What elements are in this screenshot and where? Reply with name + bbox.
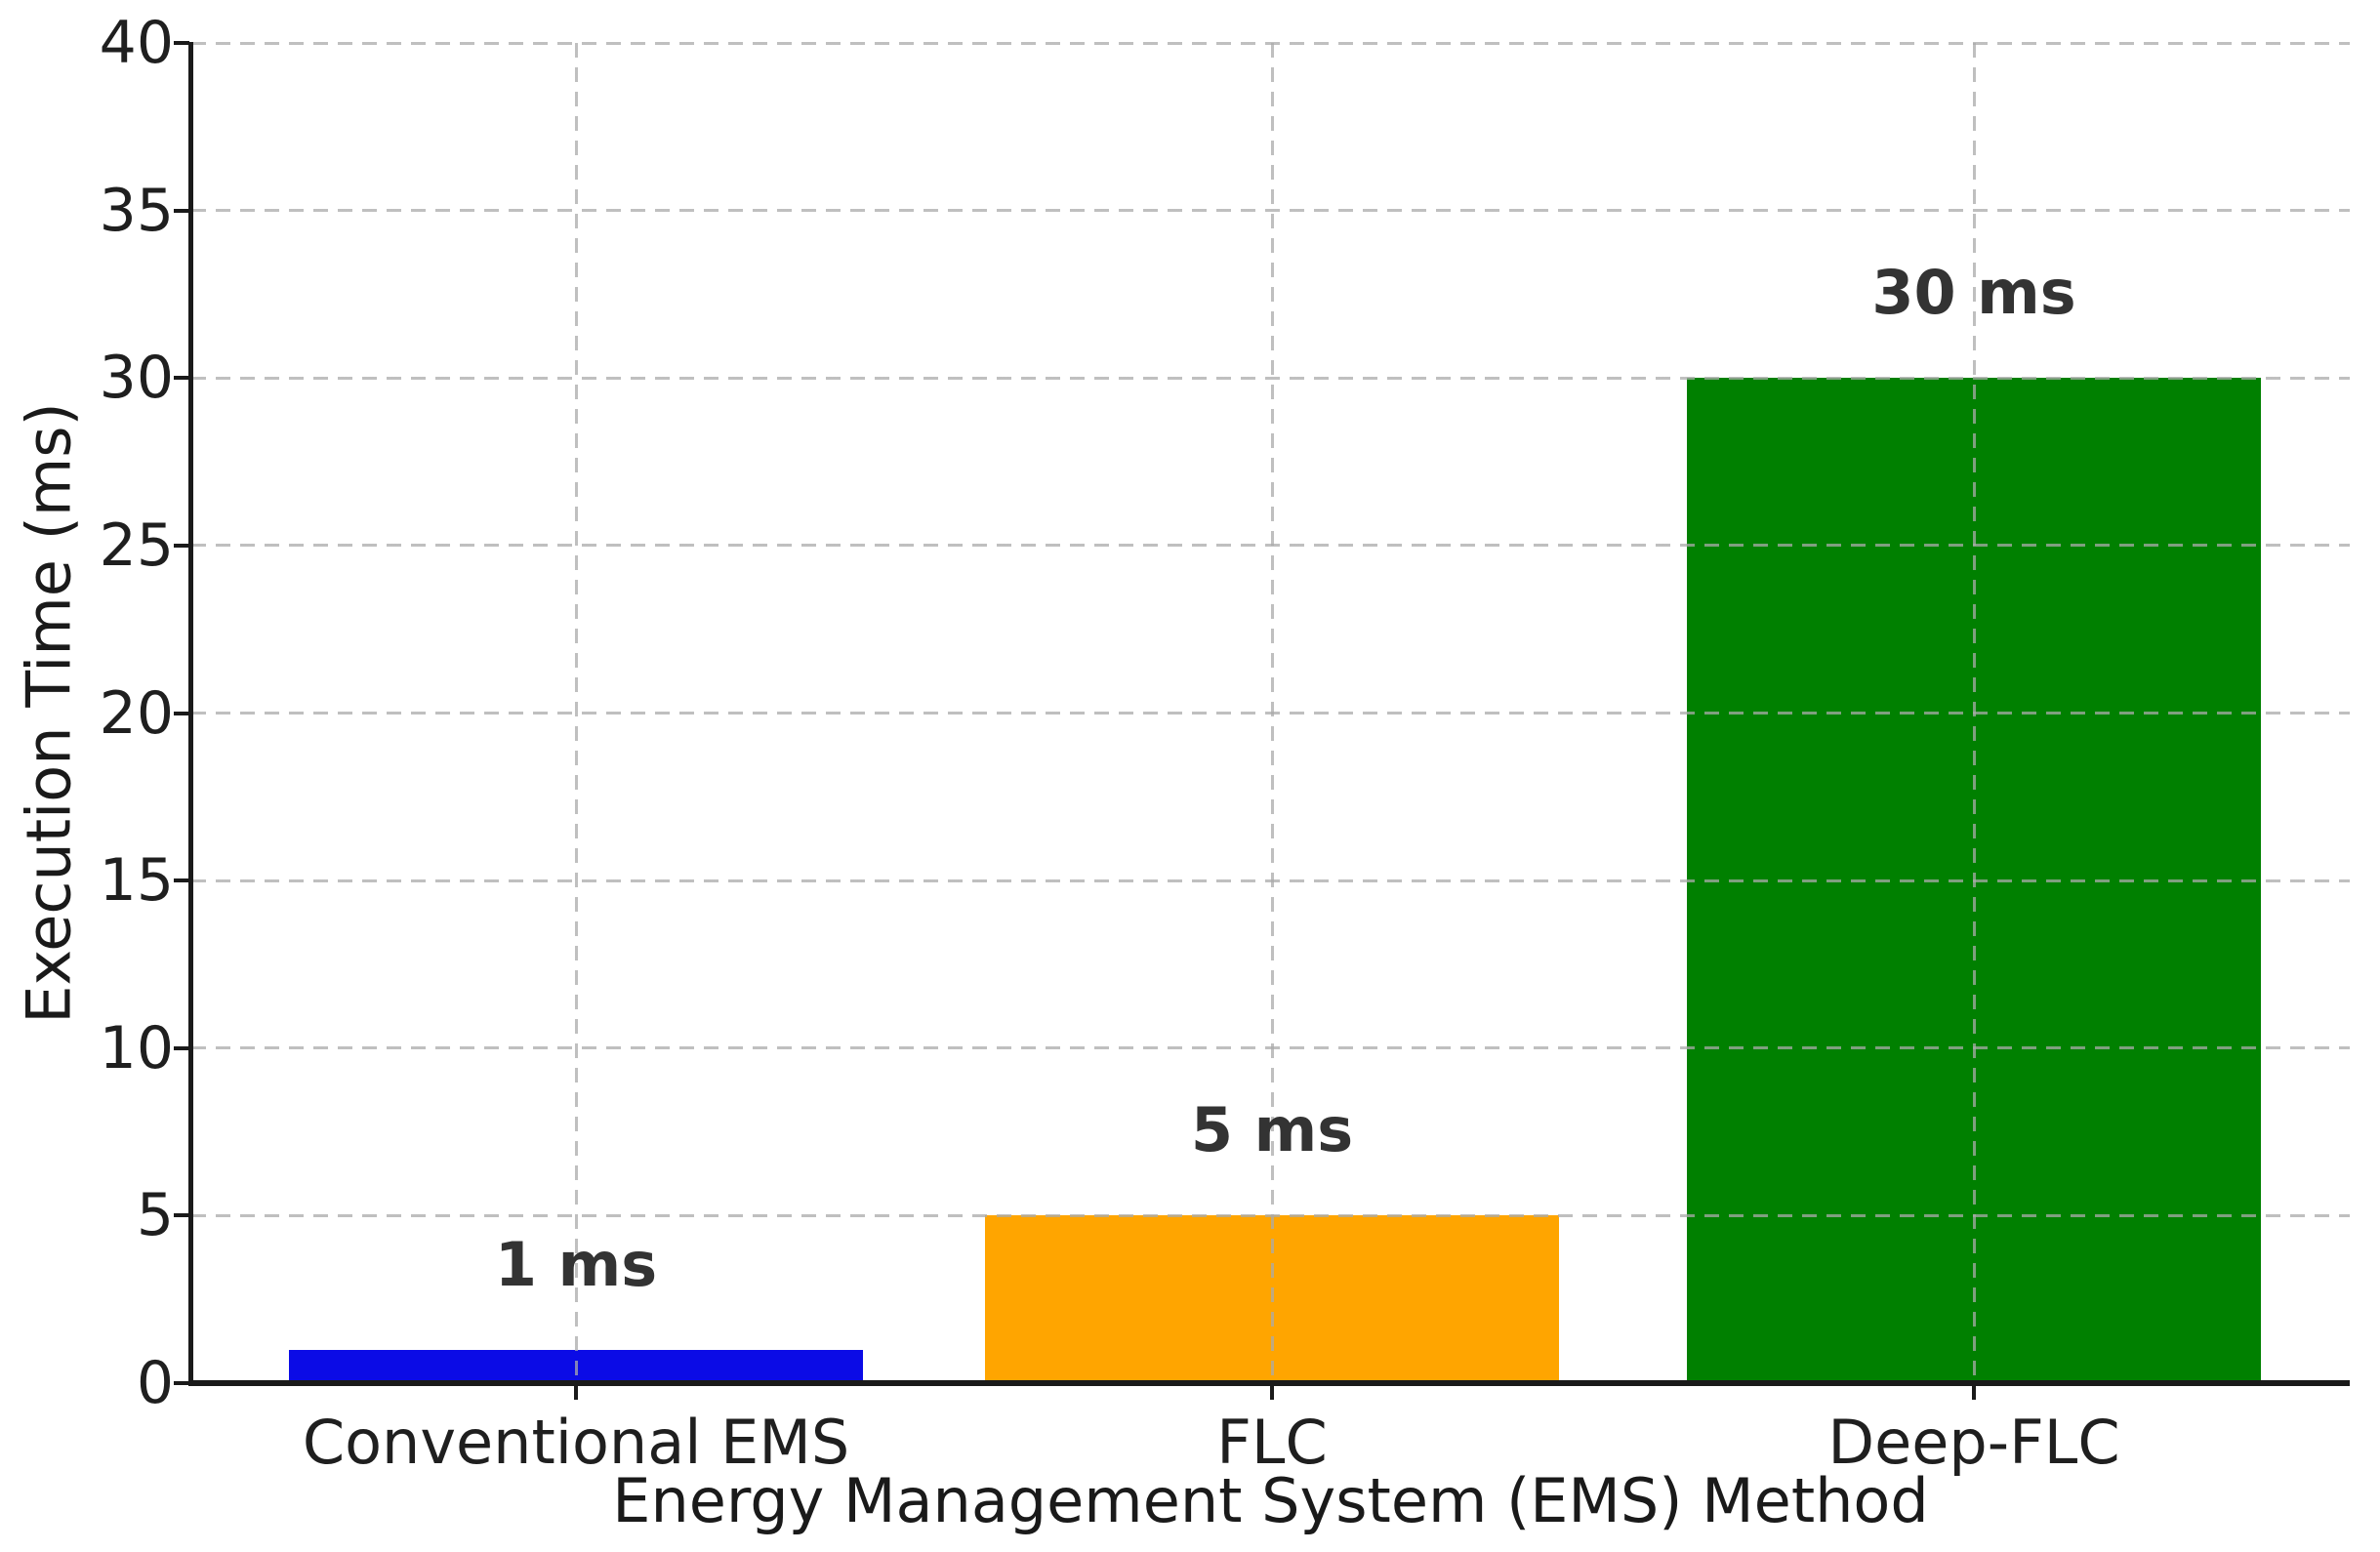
gridline-vertical (1972, 43, 1976, 1383)
y-tick-mark (174, 878, 189, 883)
x-tick-label: FLC (1216, 1407, 1328, 1478)
y-axis-title: Execution Time (ms) (13, 402, 85, 1024)
y-tick-label: 30 (99, 344, 174, 413)
y-axis-line (188, 42, 193, 1386)
y-tick-label: 10 (99, 1013, 174, 1082)
bar-value-label: 5 ms (1190, 1094, 1354, 1166)
x-tick-label: Deep-FLC (1827, 1407, 2120, 1478)
y-tick-label: 20 (99, 678, 174, 748)
y-tick-label: 0 (136, 1349, 174, 1417)
y-axis-title-wrap: Execution Time (ms) (8, 43, 90, 1383)
y-tick-mark (174, 41, 189, 45)
y-tick-label: 15 (99, 846, 174, 916)
x-tick-mark (1270, 1386, 1274, 1400)
bar-value-label: 30 ms (1871, 257, 2076, 329)
x-axis-title: Energy Management System (EMS) Method (612, 1465, 1929, 1536)
y-tick-label: 40 (99, 9, 174, 77)
bar-value-label: 1 ms (494, 1228, 658, 1300)
y-tick-mark (174, 1045, 189, 1050)
y-tick-mark (174, 208, 189, 213)
y-tick-mark (174, 711, 189, 715)
x-tick-mark (1972, 1386, 1976, 1400)
gridline-vertical (574, 43, 578, 1383)
y-tick-label: 25 (99, 511, 174, 580)
y-tick-mark (174, 376, 189, 381)
x-tick-label: Conventional EMS (302, 1407, 850, 1478)
x-axis-line (188, 1380, 2350, 1386)
gridline-vertical (1270, 43, 1274, 1383)
y-tick-label: 35 (99, 176, 174, 245)
y-tick-mark (174, 543, 189, 548)
y-tick-mark (174, 1213, 189, 1218)
y-tick-mark (174, 1381, 189, 1385)
y-tick-label: 5 (136, 1181, 174, 1250)
x-tick-mark (574, 1386, 578, 1400)
